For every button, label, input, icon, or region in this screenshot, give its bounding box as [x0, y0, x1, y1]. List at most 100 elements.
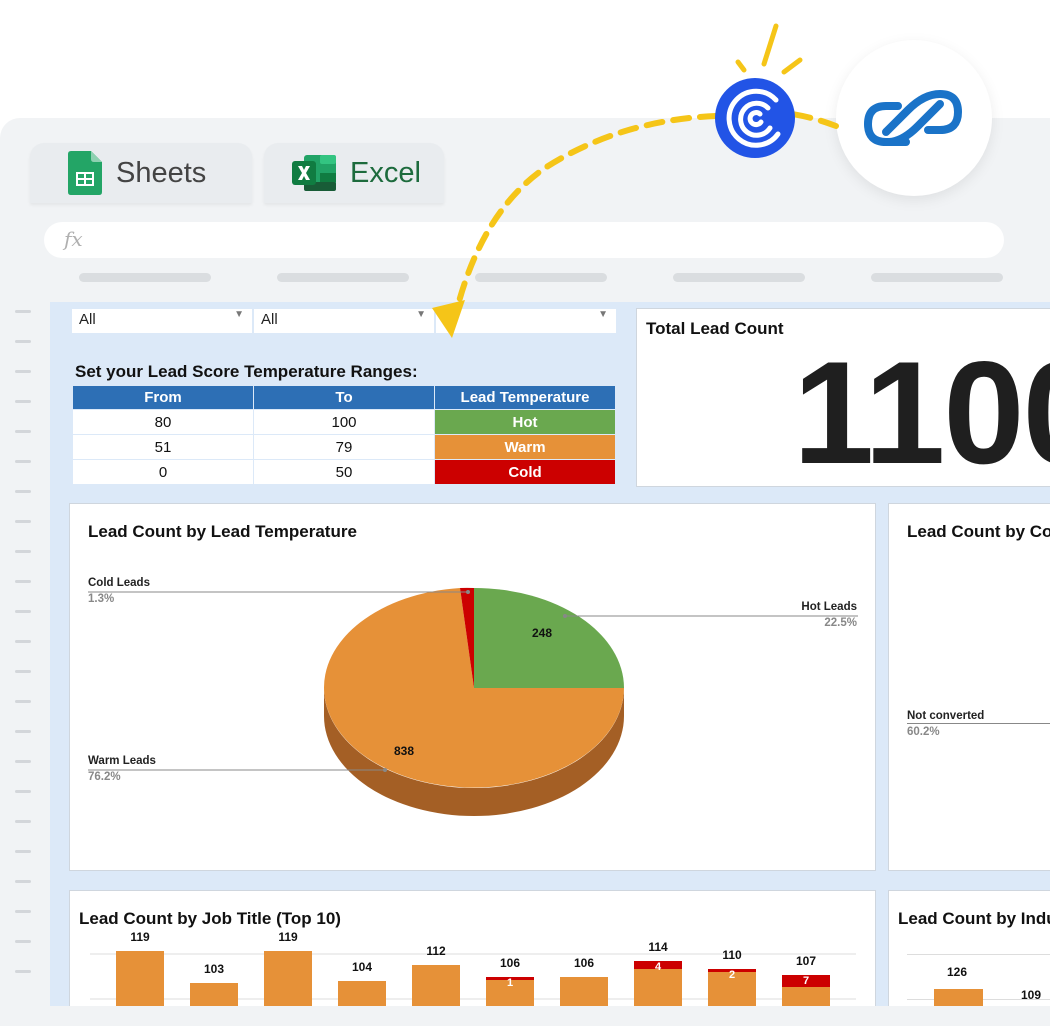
row-number-marker: [15, 490, 31, 493]
card-title: Lead Count by Job Title (Top 10): [79, 909, 341, 928]
industry-bar-value: 109: [1021, 988, 1042, 1002]
cell-to[interactable]: 50: [253, 459, 435, 485]
row-number-marker: [15, 610, 31, 613]
hot-leads-label: Hot Leads: [801, 601, 857, 613]
hot-slice-value: 248: [532, 626, 553, 640]
pie-slice-hot: [474, 588, 624, 688]
warm-leads-percent: 76.2%: [88, 771, 121, 783]
bar-total-label: 110: [722, 948, 742, 962]
warm-leads-label: Warm Leads: [88, 755, 156, 767]
row-number-marker: [15, 670, 31, 673]
bar-total-label: 103: [204, 962, 224, 976]
row-number-marker: [15, 910, 31, 913]
filter-value: All: [79, 311, 96, 328]
cell-temperature[interactable]: Warm: [434, 434, 616, 460]
cell-to[interactable]: 100: [253, 409, 435, 435]
column-header: To: [253, 385, 435, 410]
formula-bar[interactable]: fx: [44, 222, 1004, 258]
row-number-marker: [15, 550, 31, 553]
column-header: Lead Temperature: [434, 385, 616, 410]
column-header-placeholder: [673, 273, 805, 282]
row-number-marker: [15, 640, 31, 643]
row-number-marker: [15, 820, 31, 823]
job-title-bar: [708, 969, 756, 1006]
row-number-marker: [15, 760, 31, 763]
stack-value-label: 2: [729, 969, 735, 981]
cell-from[interactable]: 80: [72, 409, 254, 435]
filter-dropdown-3[interactable]: ▼: [436, 309, 616, 333]
job-title-bar-chart: 481191031191041121106106411421107107: [90, 930, 856, 1006]
not-converted-label: Not converted: [907, 710, 985, 722]
row-number-marker: [15, 520, 31, 523]
row-number-marker: [15, 940, 31, 943]
row-number-marker: [15, 370, 31, 373]
not-converted-leader-line: [907, 723, 1050, 724]
tab-excel[interactable]: Excel: [264, 143, 444, 203]
hot-leads-percent: 22.5%: [824, 617, 857, 629]
job-title-bar: [412, 965, 460, 1006]
card-title: Lead Count by Lead Temperature: [88, 522, 357, 541]
row-number-marker: [15, 790, 31, 793]
row-number-marker: [15, 400, 31, 403]
cell-to[interactable]: 79: [253, 434, 435, 460]
stack-value-label: 1: [507, 977, 513, 989]
job-title-stack-segment: [708, 969, 756, 972]
industry-bar-card: Lead Count by Indu 126 109: [888, 890, 1050, 1006]
excel-icon: [292, 155, 336, 191]
table-row: 0 50 Cold: [72, 459, 616, 485]
bar-total-label: 112: [426, 944, 446, 958]
bar-total-label: 107: [796, 954, 816, 968]
table-header-row: From To Lead Temperature: [72, 385, 616, 410]
cell-temperature[interactable]: Cold: [434, 459, 616, 485]
total-lead-count-card: Total Lead Count 1100: [636, 308, 1050, 487]
pie-slice-warm: [324, 588, 624, 788]
warm-slice-value: 838: [394, 744, 415, 758]
industry-bar-value: 126: [947, 965, 968, 979]
google-sheets-icon: [68, 151, 102, 195]
row-number-marker: [15, 700, 31, 703]
row-number-marker: [15, 880, 31, 883]
job-title-bar: [338, 981, 386, 1006]
gridline: [907, 954, 1050, 955]
cold-leader-dot: [466, 590, 470, 594]
lead-conversion-card: Lead Count by Con Not converted 60.2%: [888, 503, 1050, 871]
row-number-marker: [15, 430, 31, 433]
table-row: 80 100 Hot: [72, 409, 616, 435]
crm-logo-badge: [836, 40, 992, 196]
row-number-marker: [15, 850, 31, 853]
tab-sheets[interactable]: Sheets: [30, 143, 252, 203]
caret-down-icon: ▼: [416, 309, 426, 320]
temperature-range-table: From To Lead Temperature 80 100 Hot 51 7…: [72, 385, 616, 485]
lead-temperature-pie-card: Lead Count by Lead Temperature Cold Lead…: [69, 503, 876, 871]
column-header-placeholder: [871, 273, 1003, 282]
cold-leads-percent: 1.3%: [88, 593, 115, 605]
column-header: From: [72, 385, 254, 410]
cell-temperature[interactable]: Hot: [434, 409, 616, 435]
ranges-title: Set your Lead Score Temperature Ranges:: [75, 362, 418, 381]
job-title-bar: [264, 951, 312, 1006]
filter-value: All: [261, 311, 278, 328]
stack-value-label: 7: [803, 975, 809, 987]
dashboard-sheet: All ▼ All ▼ ▼ Set your Lead Score Temper…: [50, 302, 1050, 1006]
bar-total-label: 106: [574, 956, 594, 970]
bar-total-label: 114: [648, 940, 668, 954]
bar-total-label: 106: [500, 956, 520, 970]
fx-icon: fx: [64, 227, 83, 251]
card-title: Total Lead Count: [646, 319, 784, 338]
job-title-bar-card: Lead Count by Job Title (Top 10) 4811910…: [69, 890, 876, 1006]
filter-dropdown-2[interactable]: All ▼: [254, 309, 434, 333]
zoho-crm-icon: [863, 89, 963, 146]
row-number-marker: [15, 580, 31, 583]
filter-dropdown-1[interactable]: All ▼: [72, 309, 252, 333]
bar-total-label: 104: [352, 960, 372, 974]
job-title-bar: [116, 951, 164, 1006]
spark-line: [761, 23, 779, 67]
row-number-marker: [15, 970, 31, 973]
cell-from[interactable]: 51: [72, 434, 254, 460]
job-title-bar: [560, 977, 608, 1006]
job-title-stack-segment: [634, 961, 682, 969]
card-title: Lead Count by Indu: [898, 909, 1050, 928]
cell-from[interactable]: 0: [72, 459, 254, 485]
caret-down-icon: ▼: [234, 309, 244, 320]
column-header-placeholder: [277, 273, 409, 282]
